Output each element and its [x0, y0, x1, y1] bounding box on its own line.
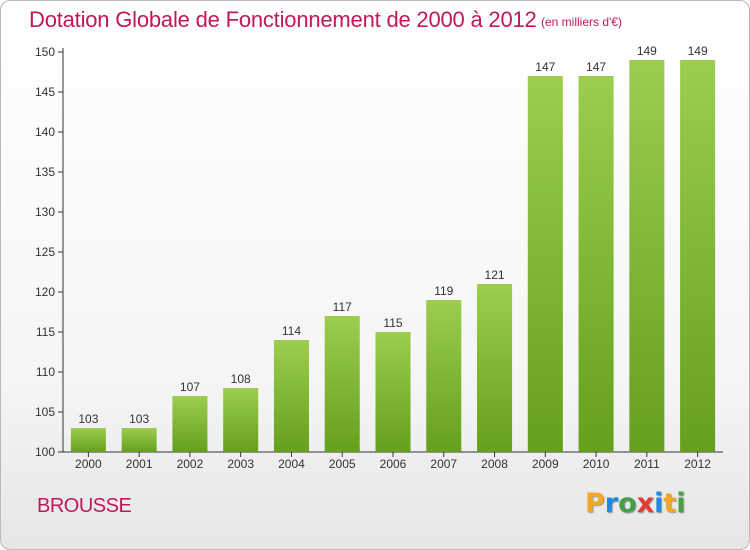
logo-letter: P	[585, 488, 605, 519]
bar-2008	[477, 284, 513, 452]
logo-letter: i	[676, 488, 686, 519]
bar-2009	[527, 76, 563, 452]
y-tick-label: 115	[36, 325, 55, 339]
x-tick-label: 2001	[126, 457, 153, 471]
x-tick-label: 2006	[380, 457, 407, 471]
y-tick-label: 130	[35, 205, 55, 219]
value-label: 108	[231, 372, 251, 386]
value-label: 149	[637, 44, 657, 58]
x-tick-label: 2005	[329, 457, 356, 471]
commune-name: BROUSSE	[37, 495, 132, 517]
logo-letter: t	[663, 488, 677, 519]
y-tick-label: 145	[35, 85, 55, 99]
y-tick-label: 105	[35, 405, 55, 419]
x-tick-label: 2012	[684, 457, 711, 471]
bar-2011	[629, 60, 665, 452]
value-label: 117	[333, 300, 352, 314]
x-tick-label: 2007	[430, 457, 457, 471]
chart-title: Dotation Globale de Fonctionnement de 20…	[29, 7, 537, 32]
logo-letter: i	[654, 488, 664, 519]
value-label: 119	[434, 284, 453, 298]
x-tick-label: 2004	[278, 457, 305, 471]
x-tick-label: 2002	[177, 457, 204, 471]
value-label: 107	[180, 380, 200, 394]
y-tick-label: 135	[35, 165, 55, 179]
bar-2010	[578, 76, 614, 452]
y-tick-label: 150	[35, 45, 55, 59]
bar-2001	[121, 428, 157, 452]
bar-2012	[680, 60, 716, 452]
bar-2006	[375, 332, 411, 452]
axes: 100 105 110 115 120 125 130 135 140 145 150	[35, 45, 723, 459]
chart-subtitle: (en milliers d'€)	[541, 15, 622, 29]
value-label: 103	[78, 412, 98, 426]
bar-2004	[273, 340, 309, 452]
x-tick-label: 2009	[532, 457, 559, 471]
bar-2007	[426, 300, 462, 452]
logo-letter: r	[604, 488, 619, 519]
value-labels: 2000 103 2001 103 2002 107 2003 108 2004 114 2005 1…	[75, 44, 711, 471]
bars	[70, 60, 716, 452]
value-label: 115	[383, 316, 402, 330]
bar-2005	[324, 316, 360, 452]
bar-2002	[172, 396, 208, 452]
bar-2003	[223, 388, 259, 452]
y-tick-label: 140	[35, 125, 55, 139]
proxiti-logo[interactable]: Proxiti	[585, 488, 686, 519]
y-tick-label: 100	[35, 445, 55, 459]
value-label: 147	[535, 60, 555, 74]
x-tick-label: 2003	[227, 457, 254, 471]
y-tick-label: 120	[35, 285, 55, 299]
value-label: 147	[586, 60, 606, 74]
logo-letter: o	[618, 488, 637, 519]
bar-2000	[70, 428, 106, 452]
x-tick-label: 2008	[481, 457, 508, 471]
value-label: 121	[485, 268, 505, 282]
value-label: 149	[688, 44, 708, 58]
y-tick-label: 125	[35, 245, 55, 259]
value-label: 114	[282, 324, 301, 338]
value-label: 103	[129, 412, 149, 426]
x-tick-label: 2010	[583, 457, 610, 471]
logo-letter: x	[636, 488, 655, 519]
y-tick-label: 110	[36, 365, 55, 379]
x-tick-label: 2011	[634, 457, 660, 471]
x-tick-label: 2000	[75, 457, 102, 471]
